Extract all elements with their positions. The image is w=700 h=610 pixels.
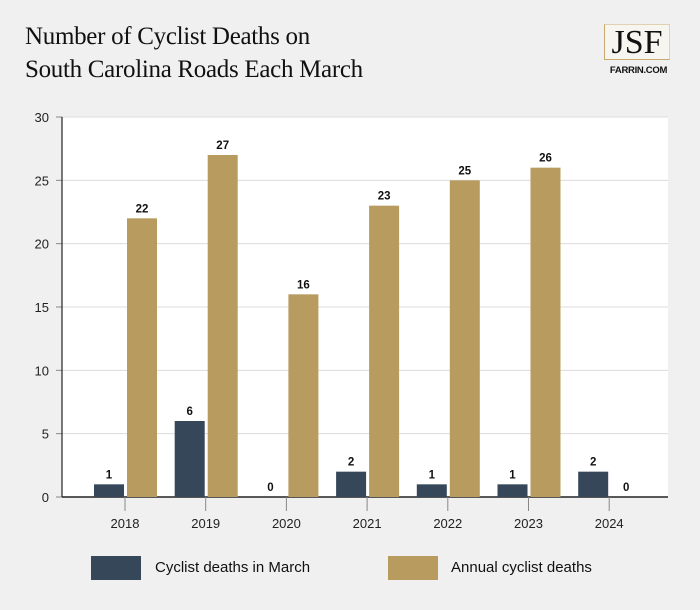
y-tick-label: 15: [35, 300, 49, 315]
data-label: 22: [136, 203, 149, 215]
y-tick-label: 5: [42, 427, 49, 442]
y-tick-label: 25: [35, 173, 49, 188]
annual-bar: [369, 205, 400, 497]
march-bar: [336, 471, 367, 497]
annual-bar: [288, 294, 319, 497]
march-bar: [497, 484, 528, 497]
data-label: 1: [509, 469, 516, 481]
march-bar: [94, 484, 124, 497]
y-tick-label: 20: [35, 237, 49, 252]
annual-bar: [127, 218, 157, 498]
march-bar: [174, 421, 205, 497]
x-tick-label: 2019: [191, 516, 220, 531]
data-label: 2: [348, 457, 354, 469]
legend-label-march: Cyclist deaths in March: [155, 559, 311, 576]
chart-title: Number of Cyclist Deaths on South Caroli…: [25, 20, 363, 86]
title-line-1: Number of Cyclist Deaths on: [25, 23, 310, 50]
logo-mark: JSF: [604, 24, 670, 61]
data-label: 23: [378, 191, 391, 203]
legend-label-annual: Annual cyclist deaths: [451, 559, 592, 576]
data-label: 16: [297, 279, 310, 291]
legend-swatch-march: [91, 556, 141, 580]
annual-bar: [530, 167, 561, 497]
x-tick-label: 2024: [595, 516, 624, 531]
x-tick-label: 2021: [353, 516, 382, 531]
legend-swatch-annual: [388, 556, 438, 580]
x-tick-label: 2018: [111, 516, 140, 531]
annual-bar: [207, 155, 238, 497]
data-label: 0: [623, 482, 629, 494]
y-tick-label: 0: [42, 490, 49, 505]
x-tick-label: 2023: [514, 516, 543, 531]
data-label: 25: [458, 165, 471, 177]
annual-bar: [449, 180, 480, 498]
x-tick-label: 2020: [272, 516, 301, 531]
data-label: 2: [590, 457, 596, 469]
jsf-logo: JSF FARRIN.COM: [604, 24, 673, 76]
logo-url: FARRIN.COM: [609, 65, 668, 76]
data-label: 0: [267, 482, 273, 494]
march-bar: [578, 471, 609, 497]
x-tick-label: 2022: [433, 516, 462, 531]
data-label: 26: [539, 153, 552, 165]
data-label: 1: [106, 469, 113, 481]
title-line-2: South Carolina Roads Each March: [25, 56, 363, 83]
data-label: 1: [429, 469, 436, 481]
y-tick-label: 30: [35, 110, 49, 125]
data-label: 27: [216, 140, 229, 152]
march-bar: [416, 484, 447, 497]
y-tick-label: 10: [35, 363, 49, 378]
data-label: 6: [186, 406, 192, 418]
